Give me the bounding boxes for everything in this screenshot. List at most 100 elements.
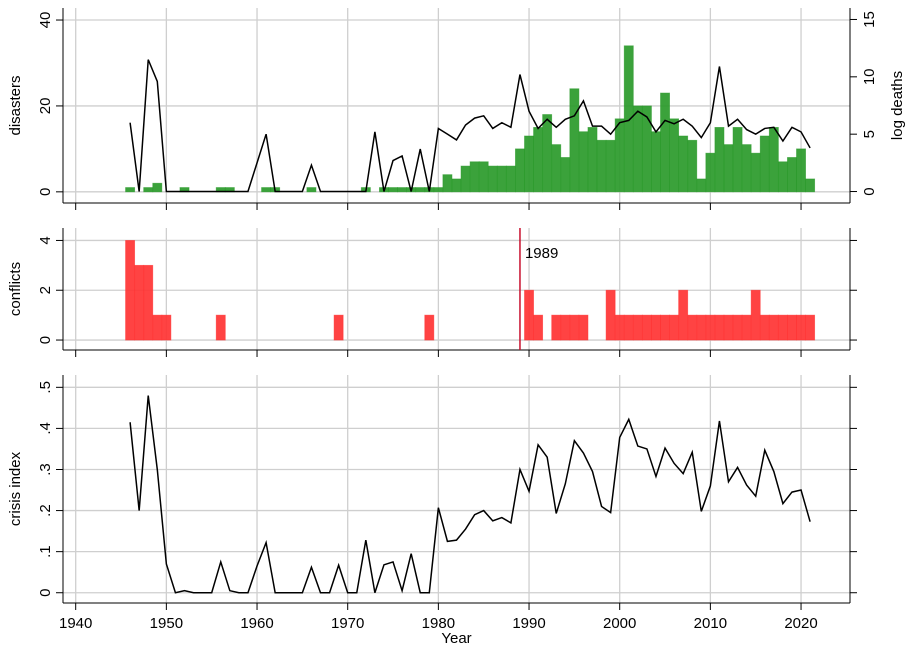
bar	[651, 131, 661, 193]
bar	[623, 314, 634, 341]
y-tick-label: 0	[37, 589, 54, 597]
y-tick-label: .2	[37, 504, 54, 517]
y2-axis-title: log deaths	[889, 71, 906, 140]
line	[129, 59, 811, 193]
bar	[424, 314, 435, 341]
bar	[415, 187, 426, 193]
bar	[805, 314, 816, 341]
bar	[388, 187, 398, 193]
y-axis-title: conflicts	[7, 262, 24, 316]
bar	[306, 187, 317, 193]
y-tick-label: 20	[37, 98, 54, 115]
bar	[143, 187, 154, 193]
bar	[533, 127, 544, 193]
bar	[632, 314, 643, 341]
bar	[723, 314, 734, 341]
bar	[696, 178, 707, 193]
bar	[605, 289, 616, 341]
bar	[777, 161, 788, 193]
bar	[750, 152, 761, 193]
y-tick-label: 4	[37, 236, 54, 244]
bar	[125, 240, 136, 341]
x-axis-title: Year	[441, 630, 471, 647]
x-tick-label: 1940	[59, 615, 92, 632]
bar	[614, 314, 625, 341]
y-axis-title: crisis index	[7, 451, 24, 526]
bar	[215, 314, 226, 341]
x-tick-label: 1960	[240, 615, 273, 632]
bar	[451, 178, 462, 193]
bar	[623, 45, 634, 193]
bar	[732, 127, 743, 193]
bar	[442, 174, 453, 193]
bar	[660, 92, 670, 193]
x-tick-label: 1980	[422, 615, 455, 632]
bar	[134, 264, 145, 341]
bar	[533, 314, 544, 341]
bar	[641, 314, 652, 341]
bar	[587, 127, 598, 193]
bar	[261, 187, 272, 193]
bar	[143, 264, 154, 341]
bar	[660, 314, 670, 341]
bar	[714, 314, 725, 341]
bar	[768, 314, 779, 341]
x-tick-label: 1970	[331, 615, 364, 632]
bar	[551, 314, 562, 341]
y2-tick-label: 0	[861, 187, 878, 195]
x-tick-label: 2010	[694, 615, 727, 632]
bar	[505, 165, 516, 193]
bar	[741, 314, 752, 341]
bar	[732, 314, 743, 341]
y-tick-label: .4	[37, 422, 54, 435]
bar	[469, 161, 480, 193]
bar	[796, 314, 806, 341]
bar	[750, 289, 761, 341]
bar	[723, 144, 734, 193]
y-tick-label: .3	[37, 463, 54, 476]
line	[129, 395, 811, 594]
x-tick-label: 1950	[150, 615, 183, 632]
y2-tick-label: 10	[861, 68, 878, 85]
bar	[678, 289, 689, 341]
bar	[741, 144, 752, 193]
bar	[805, 178, 816, 193]
bar	[524, 135, 534, 193]
bar	[687, 314, 698, 341]
bar	[551, 144, 562, 193]
bar	[560, 157, 571, 193]
bar	[487, 165, 498, 193]
bar	[542, 114, 553, 193]
y-tick-label: .5	[37, 381, 54, 394]
bar	[333, 314, 344, 341]
bar	[759, 314, 770, 341]
bar	[569, 88, 580, 193]
bar	[632, 105, 643, 193]
y2-tick-label: 15	[861, 11, 878, 28]
bar	[714, 127, 725, 193]
bar	[687, 139, 698, 193]
x-tick-label: 1990	[512, 615, 545, 632]
bar	[678, 135, 689, 193]
bar	[705, 314, 716, 341]
bar	[669, 118, 680, 193]
bar	[515, 148, 525, 193]
bar	[596, 139, 607, 193]
x-tick-label: 2000	[603, 615, 636, 632]
bar	[787, 157, 797, 193]
bar	[605, 139, 616, 193]
bar	[125, 187, 136, 193]
bar	[787, 314, 797, 341]
bar	[478, 161, 489, 193]
bar	[641, 105, 652, 193]
bar	[152, 182, 163, 193]
bar	[161, 314, 172, 341]
bar	[768, 127, 779, 193]
bar	[669, 314, 680, 341]
y-tick-label: 0	[37, 336, 54, 344]
bar	[796, 148, 806, 193]
y-tick-label: .1	[37, 545, 54, 558]
bar	[152, 314, 163, 341]
bar	[560, 314, 571, 341]
